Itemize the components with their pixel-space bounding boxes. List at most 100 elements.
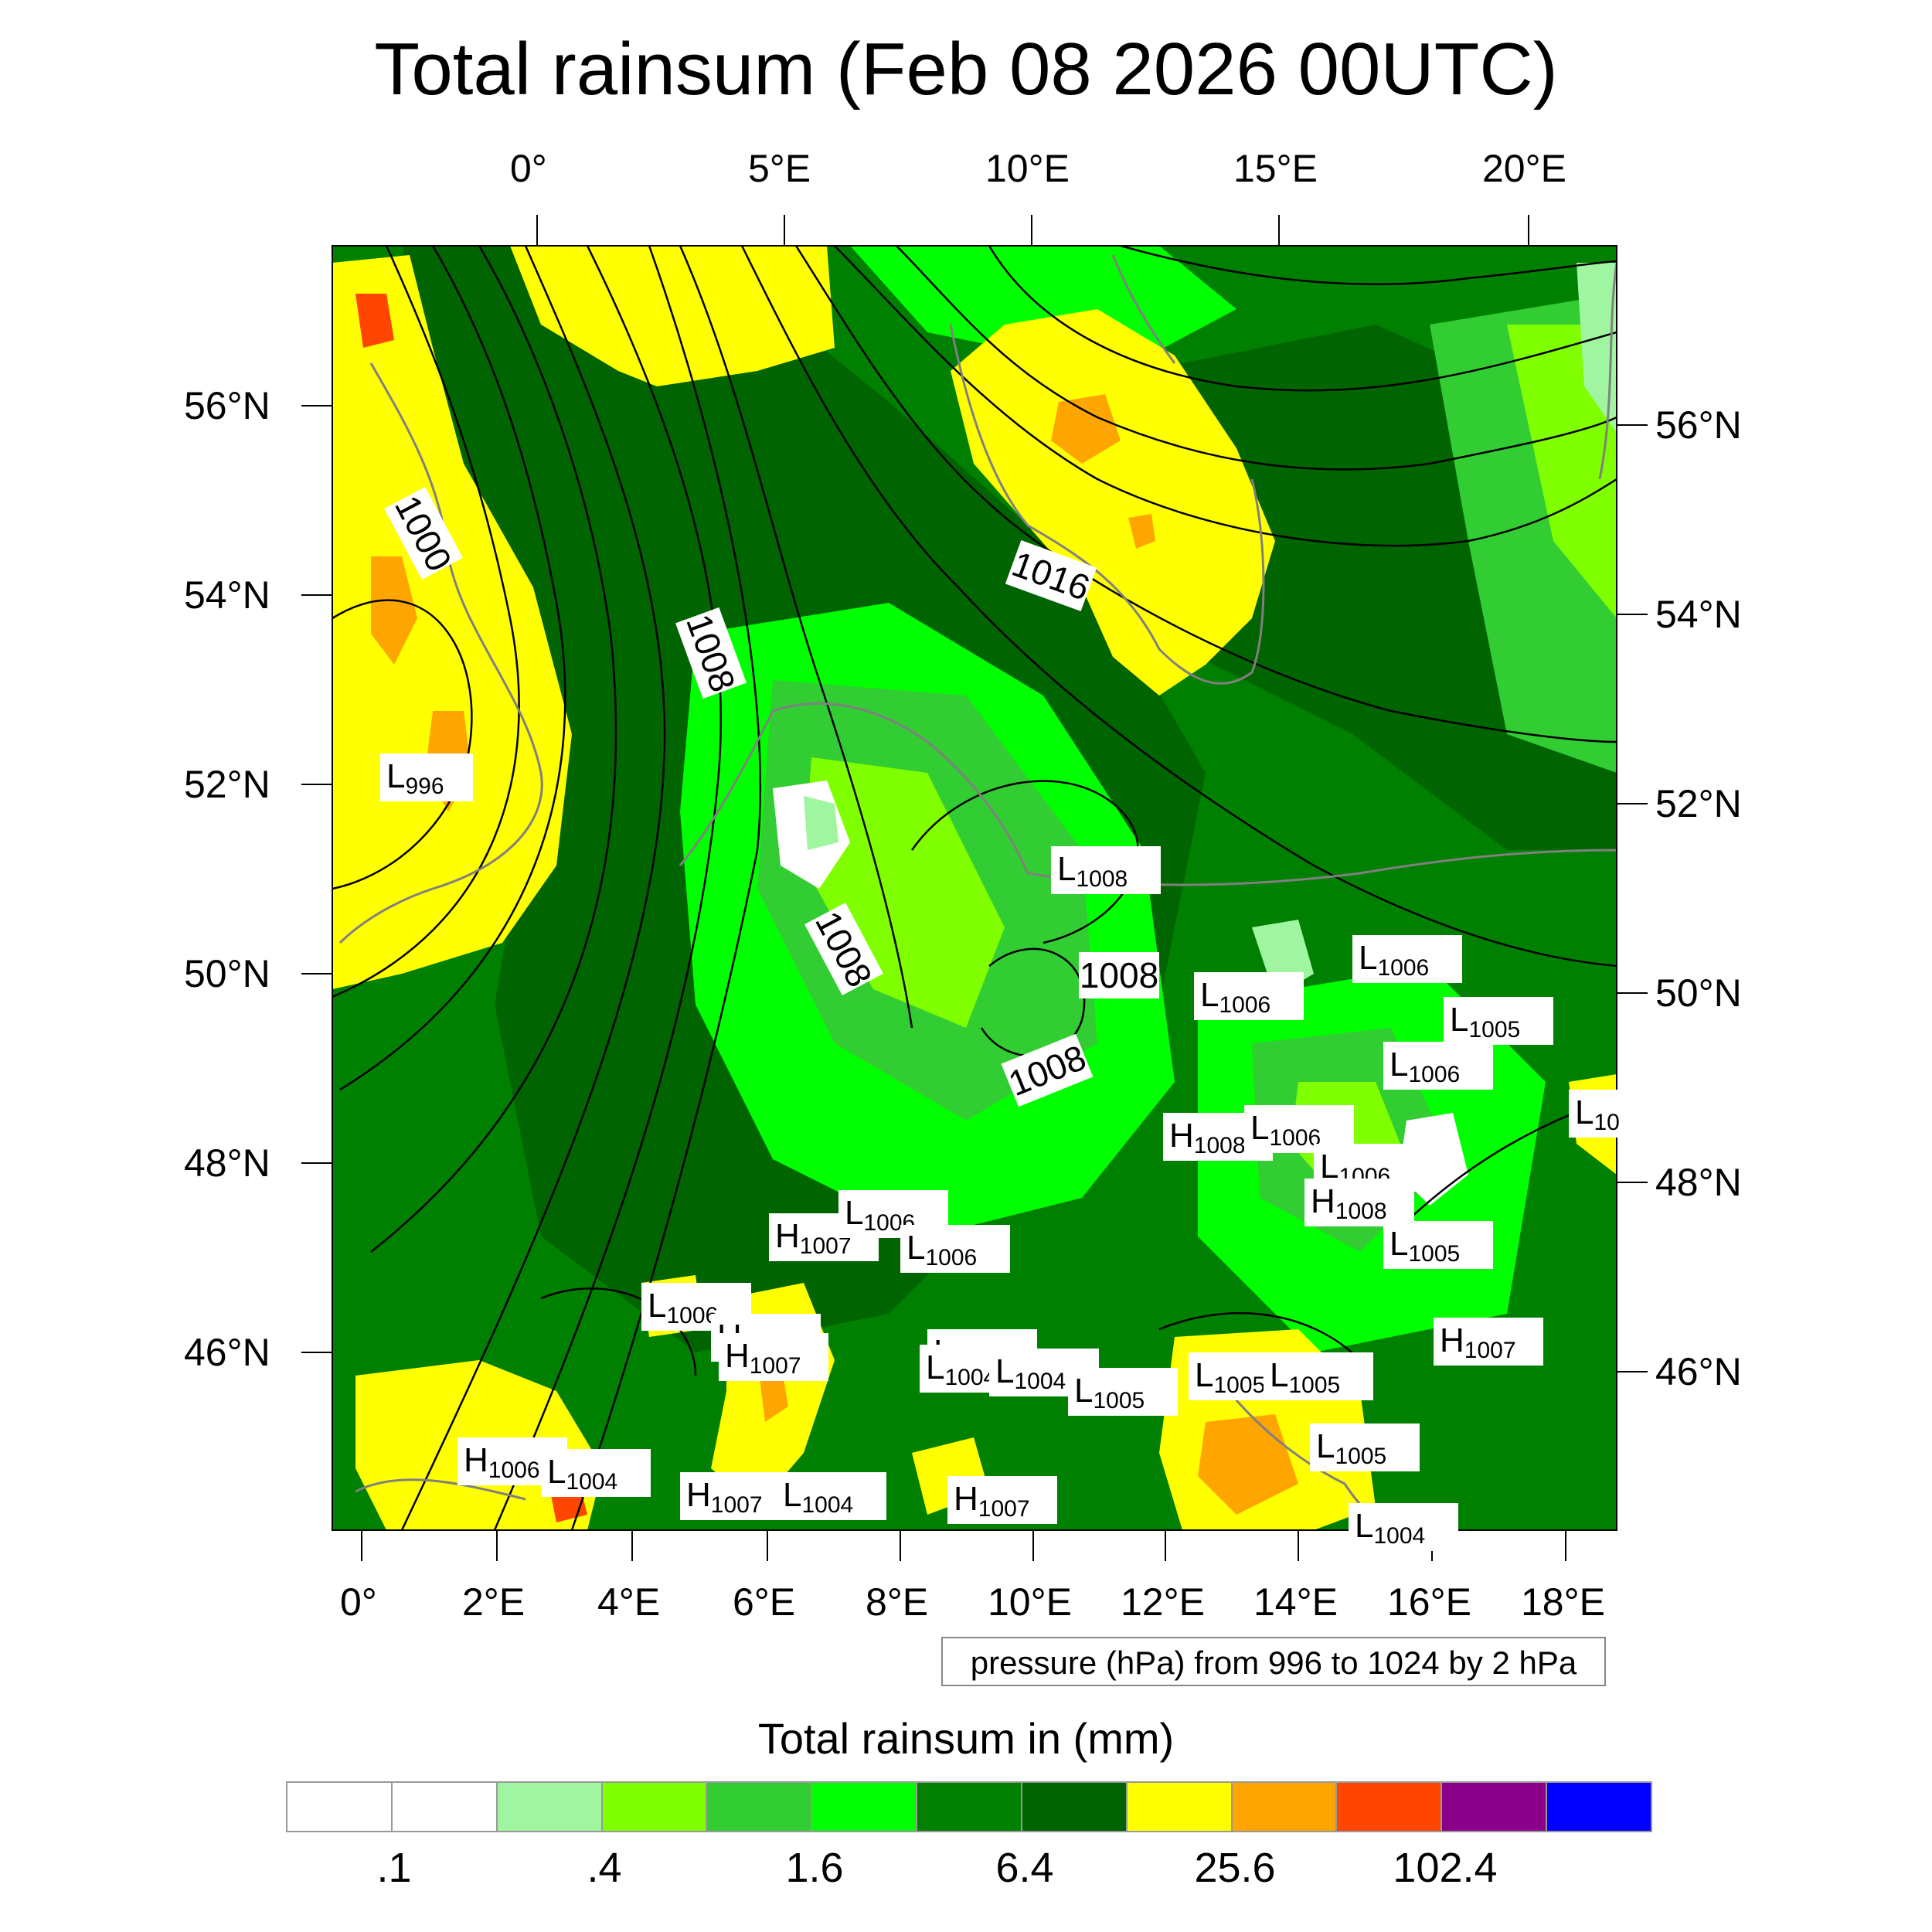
pressure-center-value: 1008 xyxy=(1076,866,1128,892)
colorbar-cell xyxy=(287,1783,393,1831)
colorbar-cell xyxy=(1547,1783,1651,1831)
pressure-center-value: 1007 xyxy=(750,1353,801,1379)
pressure-center-value: 1006 xyxy=(488,1458,540,1483)
bottom-lon-tick: 8°E xyxy=(866,1580,929,1624)
right-lat-tick: 46°N xyxy=(1655,1350,1742,1393)
left-lat-tick: 56°N xyxy=(184,384,270,427)
right-lat-tick: 48°N xyxy=(1655,1161,1742,1204)
pressure-center-value: 1007 xyxy=(1464,1338,1516,1363)
pressure-center-label: L1004 xyxy=(541,1449,651,1497)
pressure-center-label: L1005 xyxy=(1383,1221,1493,1269)
bottom-lon-tick: 16°E xyxy=(1387,1580,1471,1624)
left-lat-tick: 52°N xyxy=(184,763,270,806)
pressure-center-value: 1005 xyxy=(1288,1372,1340,1398)
left-lat-tick: 46°N xyxy=(184,1331,270,1374)
map-frame xyxy=(332,245,1617,1531)
rain-field xyxy=(332,246,1617,1530)
top-lon-tick: 5°E xyxy=(748,147,811,190)
pressure-center-label: L1005 xyxy=(1264,1352,1373,1400)
pressure-center-value: 1006 xyxy=(1377,955,1429,981)
pressure-center-label: L10 xyxy=(1569,1090,1645,1138)
pressure-center-label: H1007 xyxy=(1434,1318,1543,1366)
pressure-center-label: L1004 xyxy=(920,1345,1029,1393)
colorbar xyxy=(286,1781,1652,1832)
colorbar-cell xyxy=(1022,1783,1128,1831)
pressure-center-value: 1006 xyxy=(1408,1062,1460,1087)
colorbar-label: 102.4 xyxy=(1393,1845,1498,1891)
colorbar-cell xyxy=(1337,1783,1443,1831)
pressure-center-label: L1006 xyxy=(1194,972,1304,1020)
top-lon-tick: 15°E xyxy=(1233,147,1318,190)
right-lat-tick: 56°N xyxy=(1655,403,1742,447)
left-lat-tick: 54°N xyxy=(184,573,270,617)
top-lon-tick: 0° xyxy=(510,147,547,190)
bottom-lon-tick: 10°E xyxy=(988,1580,1072,1624)
colorbar-label: 1.6 xyxy=(785,1845,844,1891)
colorbar-cell xyxy=(917,1783,1022,1831)
right-lat-tick: 52°N xyxy=(1655,782,1742,825)
pressure-center-value: 1007 xyxy=(711,1492,763,1518)
pressure-center-label: L1004 xyxy=(777,1472,886,1520)
bottom-lon-tick: 2°E xyxy=(462,1580,526,1624)
pressure-center-label: L1005 xyxy=(1444,997,1553,1045)
pressure-center-value: 1004 xyxy=(566,1469,617,1495)
left-lat-tick: 48°N xyxy=(184,1141,270,1185)
pressure-center-label: L1008 xyxy=(1051,846,1161,894)
pressure-center-value: 1005 xyxy=(1335,1444,1386,1469)
top-lon-tick: 20°E xyxy=(1482,147,1566,190)
pressure-center-value: 1004 xyxy=(1373,1523,1425,1549)
colorbar-cell xyxy=(812,1783,918,1831)
colorbar-cell xyxy=(707,1783,813,1831)
top-lon-tick: 10°E xyxy=(985,147,1070,190)
pressure-center-value: 1004 xyxy=(944,1365,996,1390)
bottom-lon-tick: 6°E xyxy=(733,1580,796,1624)
pressure-center-value: 1005 xyxy=(1213,1372,1265,1398)
map-title: Total rainsum (Feb 08 2026 00UTC) xyxy=(374,28,1558,111)
pressure-center-label: L1006 xyxy=(1383,1042,1493,1090)
pressure-center-label: L1004 xyxy=(1349,1503,1458,1551)
bottom-lon-tick: 0° xyxy=(340,1580,377,1624)
bottom-lon-tick: 18°E xyxy=(1521,1580,1605,1624)
pressure-center-label: H1007 xyxy=(947,1476,1057,1524)
pressure-center-value: 1005 xyxy=(1468,1017,1520,1043)
pressure-center-text: L1005 xyxy=(1450,1001,1520,1043)
pressure-center-value: 996 xyxy=(405,774,444,799)
pressure-center-value: 1004 xyxy=(1014,1369,1066,1394)
bottom-lon-tick: 4°E xyxy=(597,1580,661,1624)
pressure-center-value: 1006 xyxy=(666,1303,718,1328)
right-lat-tick: 50°N xyxy=(1655,971,1742,1015)
colorbar-cell xyxy=(392,1783,498,1831)
colorbar-label: .4 xyxy=(587,1845,622,1891)
pressure-center-value: 1008 xyxy=(1194,1133,1246,1158)
pressure-center-label: L1006 xyxy=(900,1225,1010,1273)
legend-title: Total rainsum in (mm) xyxy=(757,1714,1175,1763)
pressure-center-value: 1006 xyxy=(1269,1125,1321,1151)
pressure-center-value: 10 xyxy=(1594,1110,1619,1135)
pressure-center-value: 1007 xyxy=(978,1496,1030,1522)
tick-marks xyxy=(301,215,1648,1561)
pressure-center-label: H1008 xyxy=(1304,1179,1414,1226)
pressure-center-value: 1006 xyxy=(1219,992,1270,1018)
colorbar-cell xyxy=(497,1783,603,1831)
right-lat-tick: 54°N xyxy=(1655,593,1742,636)
pressure-center-label: L1005 xyxy=(1068,1368,1178,1416)
colorbar-cell xyxy=(1232,1783,1338,1831)
pressure-center-label: L1005 xyxy=(1189,1352,1298,1400)
pressure-center-label: H1007 xyxy=(719,1333,828,1381)
left-lat-tick: 50°N xyxy=(184,952,270,995)
pressure-center-value: 1008 xyxy=(1335,1199,1387,1224)
colorbar-cell xyxy=(1127,1783,1233,1831)
isobar-label: 1008 xyxy=(1080,955,1158,995)
pressure-note: pressure (hPa) from 996 to 1024 by 2 hPa xyxy=(941,1637,1606,1686)
pressure-center-value: 1005 xyxy=(1408,1241,1460,1267)
colorbar-cell xyxy=(1442,1783,1548,1831)
colorbar-label: .1 xyxy=(376,1845,412,1891)
pressure-center-value: 1006 xyxy=(925,1245,977,1270)
colorbar-label: 25.6 xyxy=(1194,1845,1276,1891)
pressure-center-label: H1007 xyxy=(769,1213,879,1261)
pressure-center-label: L1006 xyxy=(1352,935,1462,983)
pressure-center-value: 1004 xyxy=(801,1492,853,1518)
pressure-center-label: L996 xyxy=(380,753,473,801)
